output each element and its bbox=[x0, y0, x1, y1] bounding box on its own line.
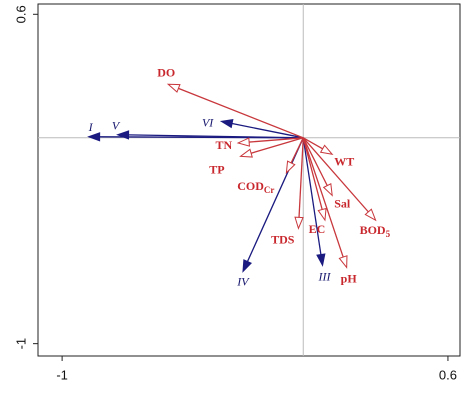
arrow-head bbox=[317, 207, 327, 222]
vector bbox=[302, 137, 323, 210]
vector-label-text: pH bbox=[341, 271, 358, 285]
vector-label-text: IV bbox=[236, 274, 250, 288]
vector-label-text: DO bbox=[157, 65, 175, 79]
vector-label-text: WT bbox=[334, 154, 354, 168]
vector bbox=[128, 134, 304, 139]
vector-label-text: VI bbox=[202, 115, 214, 129]
vector-label-text: EC bbox=[309, 222, 326, 236]
vector bbox=[178, 87, 304, 139]
vector-label: V bbox=[112, 118, 121, 132]
vector-label: TP bbox=[209, 162, 224, 176]
vector-label-text: V bbox=[112, 118, 121, 132]
arrow-head bbox=[236, 137, 250, 147]
vector-label-text: TN bbox=[215, 138, 232, 152]
vector bbox=[250, 137, 304, 154]
y-tick-label: 0.6 bbox=[13, 5, 28, 23]
vector-label-text: BOD bbox=[360, 223, 386, 237]
arrow-head bbox=[364, 208, 377, 222]
vector-label: BOD5 bbox=[360, 223, 391, 239]
vector bbox=[302, 137, 328, 186]
vector-label: I bbox=[88, 120, 94, 134]
arrow-head bbox=[338, 255, 348, 269]
y-tick-label: -1 bbox=[13, 338, 28, 350]
arrow-head bbox=[116, 130, 130, 140]
vector-label: VI bbox=[202, 115, 214, 129]
vector-label-text: Sal bbox=[334, 196, 351, 210]
vector-label: WT bbox=[334, 154, 354, 168]
vector-label-text: TDS bbox=[271, 232, 295, 246]
vector-label: EC bbox=[309, 222, 326, 236]
vector bbox=[231, 122, 304, 139]
vector-label-text: I bbox=[88, 120, 94, 134]
plot-frame bbox=[37, 3, 461, 357]
arrow-head bbox=[285, 160, 296, 175]
arrow-head bbox=[242, 259, 252, 273]
vector-label-sub: Cr bbox=[264, 185, 275, 195]
x-tick-label: 0.6 bbox=[439, 367, 457, 382]
arrow-head bbox=[319, 144, 334, 155]
vector-label: pH bbox=[341, 271, 358, 285]
vector bbox=[290, 137, 304, 164]
vector bbox=[302, 137, 344, 258]
vector-label: TDS bbox=[271, 232, 295, 246]
vector-label-text: TP bbox=[209, 162, 224, 176]
vector bbox=[302, 137, 322, 255]
vector-label: IV bbox=[236, 274, 250, 288]
vector-label: CODCr bbox=[237, 179, 274, 195]
vector bbox=[302, 137, 369, 213]
arrow-head bbox=[87, 132, 101, 142]
vector bbox=[302, 137, 323, 150]
arrow-head bbox=[316, 253, 326, 267]
vector-label-text: COD bbox=[237, 179, 264, 193]
arrow-head bbox=[322, 183, 333, 197]
vector-label: III bbox=[318, 269, 332, 283]
vector-label: TN bbox=[215, 138, 232, 152]
vector-label: DO bbox=[157, 65, 175, 79]
arrow-head bbox=[294, 216, 304, 230]
arrow-head bbox=[219, 118, 234, 129]
vector-label-text: III bbox=[318, 269, 332, 283]
x-tick-label: -1 bbox=[56, 367, 68, 382]
vector bbox=[249, 137, 304, 143]
arrow-head bbox=[166, 83, 181, 93]
vector-label-sub: 5 bbox=[386, 229, 391, 239]
arrow-head bbox=[239, 148, 253, 158]
vector bbox=[298, 137, 304, 218]
vector-label: Sal bbox=[334, 196, 351, 210]
